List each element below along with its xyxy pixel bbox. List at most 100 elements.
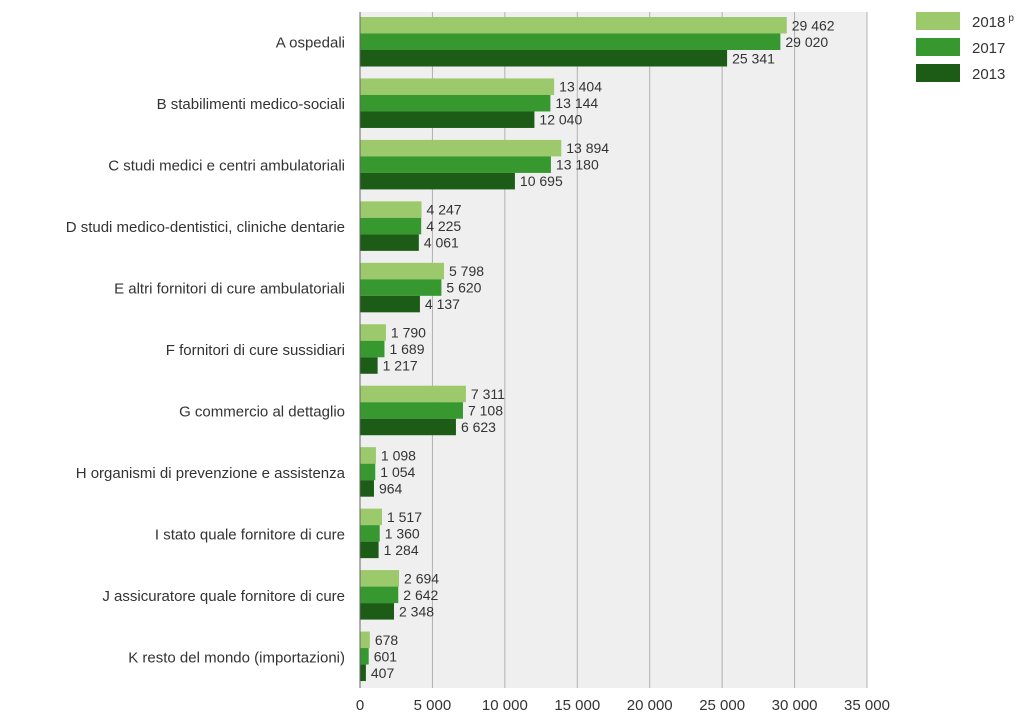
value-label: 7 311 (471, 386, 505, 402)
value-label: 29 462 (792, 17, 835, 33)
bar-2018 (360, 262, 444, 280)
legend-swatch-2018 (916, 12, 960, 30)
x-tick-label: 20 000 (627, 697, 673, 714)
value-label: 1 517 (387, 509, 422, 525)
bar-2013 (360, 603, 395, 620)
bar-2017 (360, 648, 369, 665)
bar-2017 (360, 402, 463, 419)
bar-2013 (360, 664, 366, 682)
bar-2013 (360, 541, 379, 559)
legend-label-text: 2013 (972, 66, 1005, 83)
bar-2013 (360, 480, 374, 497)
x-axis-ticks: 0 5 000 10 000 15 000 20 000 25 000 30 000 35 0… (356, 697, 890, 714)
legend-label: 2018 p (972, 13, 1014, 31)
value-label: 13 144 (555, 95, 598, 111)
bar-2013 (360, 111, 535, 128)
value-label: 1 284 (384, 542, 419, 558)
bar-2018 (360, 570, 400, 587)
bar-2017 (360, 156, 551, 173)
bar-2017 (360, 279, 442, 296)
category-label: I stato quale fornitore di cure (155, 526, 345, 543)
value-label: 6 623 (461, 419, 496, 435)
x-tick-label: 5 000 (414, 697, 452, 714)
value-label: 13 894 (566, 140, 609, 156)
value-label: 2 694 (404, 570, 439, 586)
bars-group (360, 17, 787, 682)
value-label: 1 054 (380, 464, 415, 480)
bar-2013 (360, 50, 728, 67)
bar-2017 (360, 94, 551, 112)
bar-2017 (360, 340, 385, 358)
bar-2018 (360, 201, 422, 218)
bar-2013 (360, 357, 378, 374)
legend: 2018 p 2017 2013 (916, 12, 1014, 83)
bar-2017 (360, 463, 376, 481)
bar-2017 (360, 586, 399, 604)
value-label: 1 689 (389, 341, 424, 357)
bar-2013 (360, 234, 419, 251)
bar-2018 (360, 631, 370, 649)
value-label: 601 (374, 648, 398, 664)
value-label: 4 061 (424, 235, 459, 251)
value-label: 1 790 (391, 325, 426, 341)
value-label: 5 798 (449, 263, 484, 279)
value-label: 678 (375, 632, 399, 648)
bar-2013 (360, 418, 456, 436)
bar-2017 (360, 33, 781, 50)
value-label: 4 225 (426, 218, 461, 234)
value-label: 10 695 (520, 173, 563, 189)
category-label: F fornitori di cure sussidiari (166, 342, 345, 359)
legend-label: 2017 (972, 40, 1005, 57)
value-label: 7 108 (468, 402, 503, 418)
category-label: K resto del mondo (importazioni) (128, 649, 345, 666)
category-label: J assicuratore quale fornitore di cure (102, 588, 345, 605)
bar-2017 (360, 217, 422, 235)
category-label: A ospedali (276, 35, 345, 52)
value-label: 12 040 (539, 112, 582, 128)
value-label: 29 020 (785, 34, 828, 50)
category-label: B stabilimenti medico-sociali (157, 96, 345, 113)
legend-swatch-2013 (916, 64, 960, 82)
x-tick-label: 10 000 (482, 697, 528, 714)
value-label: 2 348 (399, 603, 434, 619)
x-tick-label: 30 000 (772, 697, 818, 714)
x-tick-label: 15 000 (554, 697, 600, 714)
bar-2013 (360, 172, 515, 190)
value-label: 4 137 (425, 296, 460, 312)
value-label: 964 (379, 480, 403, 496)
bar-2018 (360, 139, 562, 157)
bar-2018 (360, 508, 382, 526)
value-label: 2 642 (403, 587, 438, 603)
bar-2018 (360, 78, 555, 95)
category-label: H organismi di prevenzione e assistenza (76, 465, 346, 482)
value-label: 1 360 (385, 525, 420, 541)
legend-label-text: 2017 (972, 40, 1005, 57)
value-label: 13 404 (559, 79, 602, 95)
bar-2018 (360, 17, 787, 34)
category-label: G commercio al dettaglio (179, 403, 345, 420)
value-label: 25 341 (732, 50, 775, 66)
value-label: 4 247 (427, 202, 462, 218)
bar-2017 (360, 525, 380, 542)
x-tick-label: 0 (356, 697, 364, 714)
category-label: E altri fornitori di cure ambulatoriali (114, 281, 345, 298)
value-label: 13 180 (556, 157, 599, 173)
legend-label-text: 2018 (972, 14, 1005, 31)
bar-2013 (360, 295, 420, 313)
legend-swatch-2017 (916, 38, 960, 56)
value-label: 5 620 (446, 280, 481, 296)
value-label: 407 (371, 665, 395, 681)
bar-2018 (360, 324, 386, 341)
value-label: 1 098 (381, 447, 416, 463)
category-labels-group: A ospedali B stabilimenti medico-sociali C… (66, 35, 346, 667)
value-label: 1 217 (383, 358, 418, 374)
x-tick-label: 35 000 (844, 697, 890, 714)
bar-2018 (360, 447, 376, 464)
x-tick-label: 25 000 (699, 697, 745, 714)
category-label: C studi medici e centri ambulatoriali (108, 158, 345, 175)
legend-label-superscript: p (1008, 13, 1014, 24)
bar-2018 (360, 385, 466, 403)
category-label: D studi medico-dentistici, cliniche dent… (66, 219, 345, 236)
